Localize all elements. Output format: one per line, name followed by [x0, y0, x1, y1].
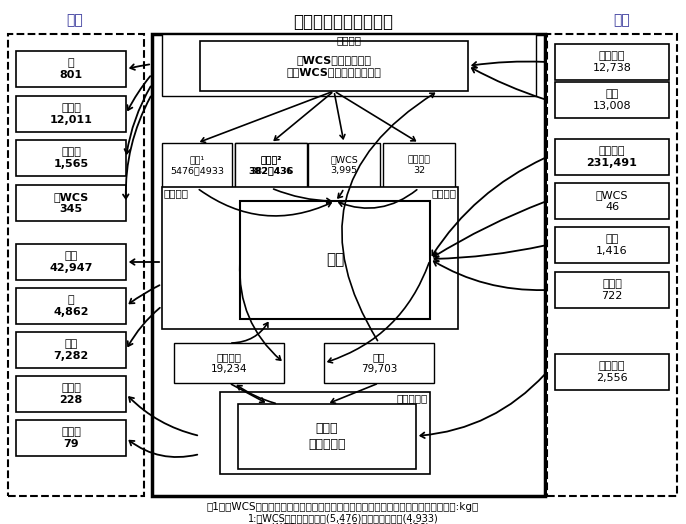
Text: 1:稲WCS栽培農家の回答(5,476)と酪農家の回答(4,933): 1:稲WCS栽培農家の回答(5,476)と酪農家の回答(4,933)	[248, 513, 438, 523]
Text: 飼料作物
32: 飼料作物 32	[407, 156, 431, 175]
Bar	[235, 143, 307, 188]
Text: 飼料畑
・自作水田: 飼料畑 ・自作水田	[308, 422, 346, 451]
Bar	[16, 140, 126, 176]
Text: 稲WCS
46: 稲WCS 46	[595, 190, 628, 212]
Bar	[555, 354, 669, 390]
Text: 稲わら
722: 稲わら 722	[602, 279, 623, 301]
Bar	[547, 34, 677, 496]
Text: 2:稲WCS栽培農家の回答(382)と酪農家の回答(436): 2:稲WCS栽培農家の回答(382)と酪農家の回答(436)	[257, 522, 429, 524]
Text: 化学肥料
12,738: 化学肥料 12,738	[593, 51, 631, 73]
Bar	[152, 34, 545, 496]
Bar	[555, 82, 669, 118]
Bar	[16, 244, 126, 280]
Bar	[162, 187, 458, 329]
Text: 稲わら
79: 稲わら 79	[61, 427, 81, 449]
Text: 稲わら²
382・436: 稲わら² 382・436	[250, 156, 292, 175]
Text: 稲WCS
3,995: 稲WCS 3,995	[330, 156, 358, 175]
Text: 牛舎部門: 牛舎部門	[431, 188, 456, 198]
Bar	[308, 143, 380, 188]
Bar	[383, 143, 455, 188]
Bar	[162, 143, 232, 188]
Text: 水田部門: 水田部門	[337, 35, 362, 45]
Text: 稲WCS栽培農家水田
（稲WCS，食用米，裏作）: 稲WCS栽培農家水田 （稲WCS，食用米，裏作）	[287, 55, 381, 77]
Text: 耕畜連携システム全体: 耕畜連携システム全体	[293, 13, 393, 31]
Text: 搬入: 搬入	[613, 13, 630, 27]
Bar	[555, 227, 669, 263]
Bar	[16, 185, 126, 221]
Text: 堆肥¹
5476・4933: 堆肥¹ 5476・4933	[170, 156, 224, 175]
Text: 自給飼料
19,234: 自給飼料 19,234	[211, 352, 247, 374]
Text: 堆肥
79,703: 堆肥 79,703	[361, 352, 397, 374]
Text: 牛舎: 牛舎	[326, 253, 344, 267]
Bar	[16, 376, 126, 412]
Bar	[200, 41, 468, 91]
Text: 稲WCS
345: 稲WCS 345	[54, 192, 88, 214]
Text: 敷料
1,416: 敷料 1,416	[596, 234, 628, 256]
Bar	[235, 143, 307, 188]
Bar	[555, 44, 669, 80]
Bar	[16, 96, 126, 132]
Text: 堆肥
7,282: 堆肥 7,282	[54, 339, 88, 361]
Bar	[324, 343, 434, 383]
Text: 酪農部門: 酪農部門	[164, 188, 189, 198]
Text: 牛
4,862: 牛 4,862	[54, 295, 88, 317]
Text: 麦
801: 麦 801	[60, 58, 82, 80]
Bar	[555, 272, 669, 308]
Bar	[16, 420, 126, 456]
Text: 稲わら
1,565: 稲わら 1,565	[54, 147, 88, 169]
Bar	[220, 392, 430, 474]
Text: 食用米
228: 食用米 228	[60, 383, 82, 405]
Text: 稲わら²
382・436: 稲わら² 382・436	[248, 156, 294, 175]
Text: 牛乳
42,947: 牛乳 42,947	[49, 251, 93, 273]
Bar	[555, 139, 669, 175]
Text: 購入飼料
231,491: 購入飼料 231,491	[587, 146, 637, 168]
Bar	[238, 404, 416, 469]
Bar	[555, 183, 669, 219]
Text: 図1．稲WCSの生産・利用による地域的な耕畜連携システムと窒素フロー（図中単位:kg）: 図1．稲WCSの生産・利用による地域的な耕畜連携システムと窒素フロー（図中単位:…	[207, 502, 479, 512]
Bar	[162, 34, 536, 96]
Bar	[174, 343, 284, 383]
Text: 堆肥
13,008: 堆肥 13,008	[593, 89, 631, 111]
Bar	[16, 51, 126, 87]
Text: 食用米
12,011: 食用米 12,011	[49, 103, 93, 125]
Bar	[16, 332, 126, 368]
Bar	[240, 201, 430, 319]
Bar	[16, 288, 126, 324]
Text: 搬出: 搬出	[67, 13, 84, 27]
Bar	[8, 34, 144, 496]
Text: 化学肥料
2,556: 化学肥料 2,556	[596, 361, 628, 383]
Text: 飼料畑部門: 飼料畑部門	[397, 393, 428, 403]
